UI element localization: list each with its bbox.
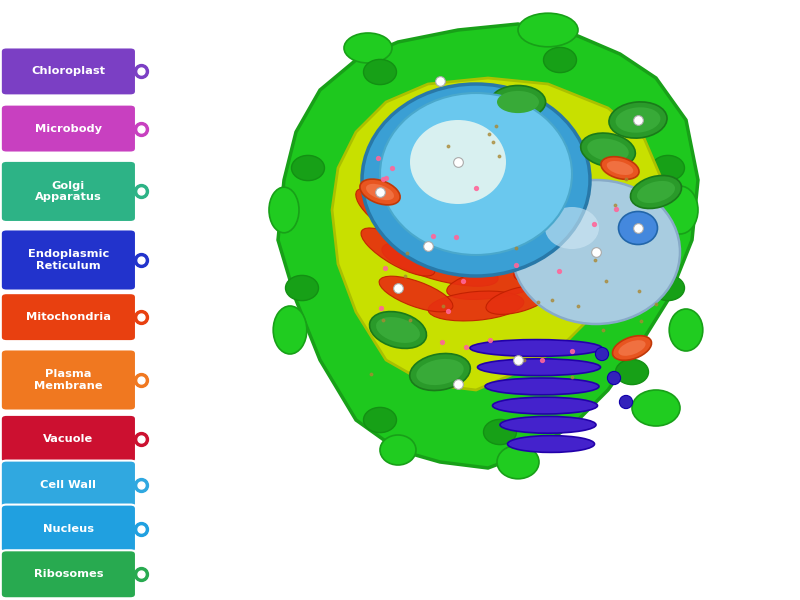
FancyBboxPatch shape: [1, 161, 136, 222]
Ellipse shape: [537, 204, 583, 240]
FancyBboxPatch shape: [1, 293, 136, 341]
Text: Vacuole: Vacuole: [43, 434, 94, 444]
Ellipse shape: [637, 181, 675, 203]
Ellipse shape: [363, 59, 397, 85]
Ellipse shape: [360, 179, 400, 205]
Ellipse shape: [497, 91, 539, 113]
Ellipse shape: [606, 161, 634, 175]
Text: Nucleus: Nucleus: [43, 524, 94, 533]
Text: Mitochondria: Mitochondria: [26, 312, 111, 322]
Ellipse shape: [344, 33, 392, 63]
Ellipse shape: [470, 340, 602, 356]
Ellipse shape: [382, 242, 498, 286]
Text: Golgi
Apparatus: Golgi Apparatus: [35, 181, 102, 202]
FancyBboxPatch shape: [1, 550, 136, 598]
Ellipse shape: [500, 416, 596, 433]
Text: Ribosomes: Ribosomes: [34, 569, 103, 579]
Ellipse shape: [512, 180, 680, 324]
Ellipse shape: [618, 211, 658, 245]
Ellipse shape: [493, 397, 598, 414]
Ellipse shape: [618, 340, 646, 356]
FancyBboxPatch shape: [1, 47, 136, 95]
Text: Cell Wall: Cell Wall: [40, 479, 96, 490]
Ellipse shape: [632, 390, 680, 426]
Ellipse shape: [615, 359, 649, 385]
Ellipse shape: [615, 107, 661, 133]
Ellipse shape: [380, 435, 416, 465]
Ellipse shape: [587, 139, 629, 161]
Ellipse shape: [601, 157, 639, 179]
Ellipse shape: [376, 317, 420, 343]
Ellipse shape: [651, 155, 685, 181]
Text: Plasma
Membrane: Plasma Membrane: [34, 369, 102, 391]
FancyBboxPatch shape: [1, 104, 136, 152]
FancyBboxPatch shape: [1, 461, 136, 509]
Ellipse shape: [651, 275, 685, 301]
Ellipse shape: [494, 217, 578, 263]
Ellipse shape: [356, 188, 404, 232]
Ellipse shape: [291, 155, 325, 181]
Ellipse shape: [362, 84, 590, 276]
Ellipse shape: [669, 309, 702, 351]
Ellipse shape: [595, 347, 609, 361]
FancyBboxPatch shape: [1, 505, 136, 553]
Ellipse shape: [380, 93, 572, 255]
Ellipse shape: [361, 228, 435, 276]
Ellipse shape: [446, 265, 554, 299]
Ellipse shape: [543, 47, 577, 73]
Polygon shape: [332, 78, 662, 390]
Ellipse shape: [485, 378, 599, 395]
FancyBboxPatch shape: [1, 415, 136, 463]
Ellipse shape: [378, 202, 478, 254]
Ellipse shape: [363, 407, 397, 433]
Ellipse shape: [630, 175, 682, 209]
Ellipse shape: [428, 291, 524, 321]
Ellipse shape: [514, 247, 582, 281]
Ellipse shape: [613, 335, 651, 361]
Text: Microbody: Microbody: [35, 124, 102, 134]
Ellipse shape: [497, 445, 539, 479]
Text: Chloroplast: Chloroplast: [31, 67, 106, 76]
Ellipse shape: [581, 133, 635, 167]
Ellipse shape: [269, 187, 299, 233]
Ellipse shape: [662, 186, 698, 234]
Ellipse shape: [483, 419, 517, 445]
Text: Endoplasmic
Reticulum: Endoplasmic Reticulum: [28, 249, 109, 271]
Ellipse shape: [410, 120, 506, 204]
Ellipse shape: [478, 359, 601, 376]
Ellipse shape: [607, 371, 621, 385]
Ellipse shape: [545, 207, 599, 249]
Ellipse shape: [286, 275, 318, 301]
Ellipse shape: [379, 276, 453, 312]
Ellipse shape: [370, 311, 426, 349]
Ellipse shape: [518, 13, 578, 47]
Ellipse shape: [366, 184, 394, 200]
Ellipse shape: [619, 395, 633, 409]
Ellipse shape: [486, 286, 550, 314]
Ellipse shape: [273, 306, 307, 354]
Ellipse shape: [609, 102, 667, 138]
Ellipse shape: [490, 85, 546, 118]
Ellipse shape: [410, 353, 470, 391]
Ellipse shape: [507, 436, 594, 452]
Ellipse shape: [416, 359, 464, 385]
FancyBboxPatch shape: [1, 349, 136, 410]
Polygon shape: [278, 24, 698, 468]
FancyBboxPatch shape: [1, 229, 136, 290]
